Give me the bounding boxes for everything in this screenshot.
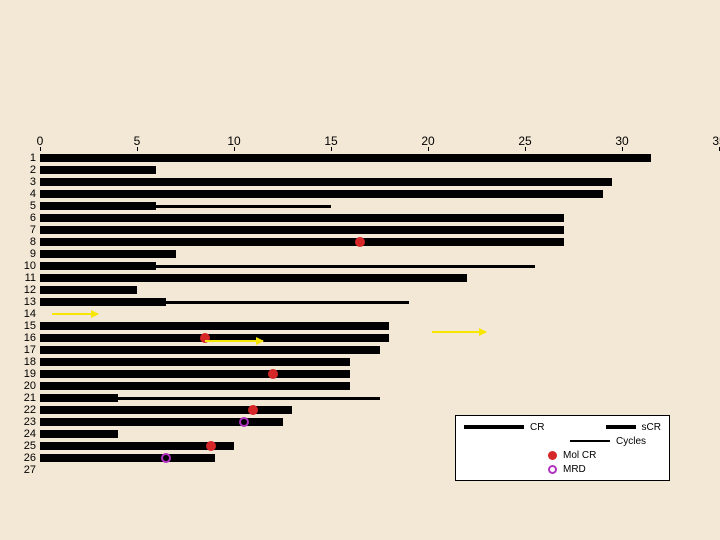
x-tick-mark bbox=[137, 147, 138, 151]
legend-label: Mol CR bbox=[563, 450, 596, 461]
legend-swatch-molcr bbox=[548, 451, 557, 460]
row-label: 2 bbox=[18, 164, 36, 176]
legend-swatch-cr bbox=[464, 425, 524, 429]
bar-cr bbox=[40, 286, 137, 294]
legend-row-cycles: Cycles bbox=[464, 434, 661, 448]
bar-cr bbox=[40, 370, 350, 378]
arrow-icon bbox=[205, 340, 263, 342]
x-tick-label: 30 bbox=[615, 134, 628, 148]
bar-cr bbox=[40, 238, 564, 246]
bar-cr bbox=[40, 382, 350, 390]
row-label: 6 bbox=[18, 212, 36, 224]
row-label: 24 bbox=[18, 428, 36, 440]
bar-cr bbox=[40, 298, 166, 306]
mol-cr-marker bbox=[206, 441, 216, 451]
x-tick-mark bbox=[40, 147, 41, 151]
row-label: 18 bbox=[18, 356, 36, 368]
arrow-icon bbox=[52, 313, 99, 315]
bar-cr bbox=[40, 322, 389, 330]
row-label: 20 bbox=[18, 380, 36, 392]
x-tick-mark bbox=[622, 147, 623, 151]
row-label: 3 bbox=[18, 176, 36, 188]
row-label: 14 bbox=[18, 308, 36, 320]
x-tick-label: 35 bbox=[712, 134, 720, 148]
arrow-icon bbox=[432, 331, 486, 333]
legend: CR sCR Cycles Mol CR MRD bbox=[455, 415, 670, 481]
row-label: 22 bbox=[18, 404, 36, 416]
row-label: 7 bbox=[18, 224, 36, 236]
row-label: 1 bbox=[18, 152, 36, 164]
mol-cr-marker bbox=[248, 405, 258, 415]
bar-cr bbox=[40, 226, 564, 234]
bar-cr bbox=[40, 190, 603, 198]
x-tick-label: 20 bbox=[421, 134, 434, 148]
bar-cr bbox=[40, 178, 612, 186]
x-tick-label: 25 bbox=[518, 134, 531, 148]
legend-row-cr: CR sCR bbox=[464, 420, 661, 434]
bar-cr bbox=[40, 274, 467, 282]
row-label: 8 bbox=[18, 236, 36, 248]
bar-cr bbox=[40, 202, 156, 210]
bar-cr bbox=[40, 430, 118, 438]
x-tick-label: 15 bbox=[324, 134, 337, 148]
row-label: 21 bbox=[18, 392, 36, 404]
x-tick-label: 5 bbox=[134, 134, 141, 148]
bar-cr bbox=[40, 394, 118, 402]
bar-cr bbox=[40, 346, 380, 354]
swimmer-plot: 0510152025303512345678910111213141516171… bbox=[0, 0, 720, 540]
row-label: 5 bbox=[18, 200, 36, 212]
row-label: 16 bbox=[18, 332, 36, 344]
legend-label: sCR bbox=[642, 422, 661, 433]
row-label: 23 bbox=[18, 416, 36, 428]
bar-cr bbox=[40, 214, 564, 222]
row-label: 26 bbox=[18, 452, 36, 464]
row-label: 15 bbox=[18, 320, 36, 332]
bar-cr bbox=[40, 166, 156, 174]
legend-swatch-cycles bbox=[570, 440, 610, 442]
row-label: 10 bbox=[18, 260, 36, 272]
row-label: 9 bbox=[18, 248, 36, 260]
bar-cr bbox=[40, 358, 350, 366]
row-label: 17 bbox=[18, 344, 36, 356]
legend-swatch-scr bbox=[606, 425, 636, 429]
mrd-marker bbox=[239, 417, 249, 427]
legend-label: Cycles bbox=[616, 436, 646, 447]
row-label: 25 bbox=[18, 440, 36, 452]
bar-cr bbox=[40, 154, 651, 162]
legend-label: MRD bbox=[563, 464, 586, 475]
row-label: 19 bbox=[18, 368, 36, 380]
x-tick-label: 10 bbox=[227, 134, 240, 148]
row-label: 27 bbox=[18, 464, 36, 476]
x-tick-mark bbox=[525, 147, 526, 151]
legend-row-mrd: MRD bbox=[464, 462, 661, 476]
mol-cr-marker bbox=[268, 369, 278, 379]
row-label: 11 bbox=[18, 272, 36, 284]
row-label: 12 bbox=[18, 284, 36, 296]
legend-label: CR bbox=[530, 422, 544, 433]
bar-cr bbox=[40, 454, 215, 462]
row-label: 4 bbox=[18, 188, 36, 200]
bar-cr bbox=[40, 250, 176, 258]
mrd-marker bbox=[161, 453, 171, 463]
row-label: 13 bbox=[18, 296, 36, 308]
mol-cr-marker bbox=[355, 237, 365, 247]
x-tick-mark bbox=[234, 147, 235, 151]
x-tick-label: 0 bbox=[37, 134, 44, 148]
bar-cr bbox=[40, 262, 156, 270]
x-tick-mark bbox=[331, 147, 332, 151]
legend-swatch-mrd bbox=[548, 465, 557, 474]
legend-row-molcr: Mol CR bbox=[464, 448, 661, 462]
x-tick-mark bbox=[428, 147, 429, 151]
